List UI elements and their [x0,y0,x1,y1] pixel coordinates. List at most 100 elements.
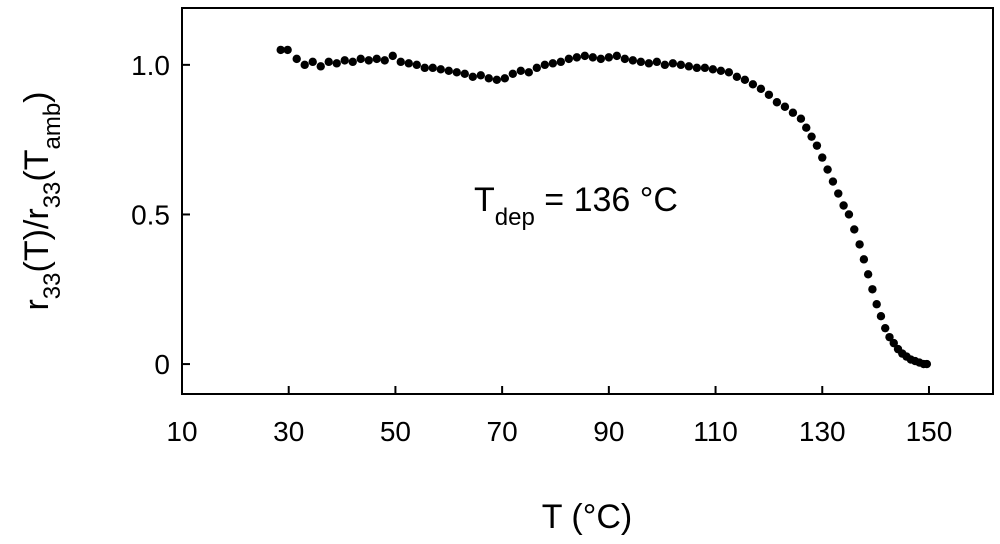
data-point [460,69,469,79]
data-point [596,54,606,64]
y-label-text: (T)/r [18,208,56,272]
data-point [316,62,325,71]
y-axis-label: r33(T)/r33(Tamb) [18,91,66,310]
x-tick-label: 90 [593,416,624,447]
y-label-text: ) [18,91,56,102]
data-point [572,53,582,62]
data-point [548,59,558,68]
data-point [885,332,894,342]
x-axis-ticks: 10 30 50 70 90 110 130 150 [166,386,952,447]
data-point [276,45,285,55]
data-point [863,270,873,279]
data-point [580,51,590,61]
data-point [396,57,405,67]
data-point [844,210,854,219]
data-point [308,57,317,67]
data-point [676,60,686,70]
data-point [796,114,806,123]
data-point [780,102,790,111]
data-point [700,63,710,73]
data-point [604,53,614,62]
data-point [324,57,333,67]
data-point [508,69,518,79]
data-point [732,72,742,82]
data-point [612,51,622,61]
data-point [524,68,534,77]
data-point [868,285,877,294]
data-point [283,45,292,55]
data-point [812,141,822,150]
data-point [889,338,898,348]
data-point [340,56,349,65]
y-label-text: r [18,299,56,310]
data-point [652,57,662,67]
data-point [428,63,437,73]
data-point [516,66,526,76]
y-label-subscript: amb [39,103,66,150]
annotation-base: T [474,181,495,219]
data-point [764,90,774,99]
data-point [468,72,477,82]
data-point [628,56,638,65]
data-point [708,65,718,74]
x-tick-label: 150 [906,416,953,447]
x-tick-label: 110 [693,416,738,447]
data-point [588,53,598,62]
data-point [716,66,726,76]
data-point [484,74,493,83]
data-point [724,68,734,77]
y-label-subscript: 33 [39,182,66,209]
data-point [807,132,816,141]
data-point [364,56,373,65]
x-tick-label: 30 [273,416,304,447]
data-point [855,240,864,249]
data-point [668,59,678,68]
data-point [412,60,421,70]
data-point [372,54,381,64]
data-point [556,57,566,67]
data-point [540,60,550,70]
y-tick-label: 0 [154,349,170,380]
data-point [452,68,461,77]
data-point [620,54,630,64]
data-point [859,255,869,264]
data-point [828,177,838,186]
data-points [276,45,932,369]
data-point [356,54,365,64]
annotation-tdep: Tdep = 136 °C [474,181,678,231]
annotation-sub: dep [495,204,535,231]
x-axis-label: T (°C) [542,498,632,536]
data-point [881,323,890,333]
data-point [444,66,453,76]
data-point [476,71,485,80]
data-point [292,54,301,64]
y-label-subscript: 33 [39,272,66,299]
data-point [740,75,750,85]
data-point [532,63,542,73]
data-point [300,60,309,70]
x-tick-label: 70 [487,416,518,447]
data-point [420,63,429,73]
y-tick-label: 1.0 [131,50,170,81]
y-axis-ticks: 0 0.5 1.0 [131,50,190,380]
data-point [644,59,654,68]
data-point [492,75,501,85]
data-point [748,80,758,89]
x-tick-label: 50 [380,416,411,447]
data-point [922,359,932,369]
data-point [850,225,859,234]
data-point [500,74,509,83]
data-point [788,108,798,117]
data-point [636,57,646,67]
y-tick-label: 0.5 [131,199,170,230]
x-tick-label: 10 [166,416,197,447]
data-point [380,56,389,65]
annotation-rest: = 136 °C [535,181,678,219]
data-point [348,57,357,67]
data-point [876,312,886,321]
data-point [834,189,843,198]
data-point [660,60,670,70]
data-point [772,98,782,107]
data-point [404,59,413,68]
